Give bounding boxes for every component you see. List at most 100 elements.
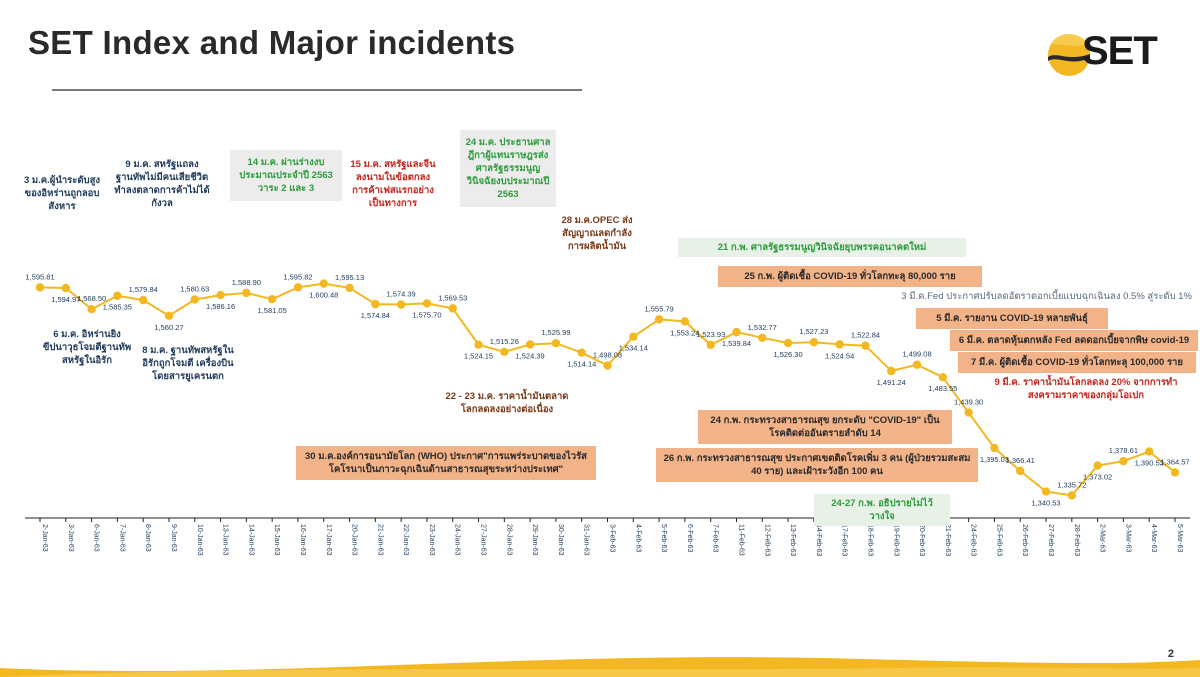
x-tick-label: 25-Feb-63 bbox=[995, 524, 1002, 556]
x-tick-label: 21-Jan-63 bbox=[376, 524, 383, 556]
data-label: 1,560.27 bbox=[154, 323, 183, 332]
data-point bbox=[448, 304, 457, 313]
title-divider bbox=[52, 89, 582, 91]
x-tick-label: 2-Jan-63 bbox=[41, 524, 48, 552]
data-point bbox=[964, 408, 973, 417]
data-point bbox=[1093, 461, 1102, 470]
data-label: 1,527.23 bbox=[799, 327, 828, 336]
data-point bbox=[1016, 466, 1025, 476]
data-point bbox=[345, 283, 354, 293]
data-point bbox=[680, 317, 690, 326]
x-tick-label: 3-Feb-63 bbox=[609, 524, 616, 553]
data-label: 1,595.13 bbox=[335, 273, 364, 282]
annotation-9-jan: 9 ม.ค. สหรัฐแถลงฐานทัพไม่มีคนเสียชีวิต ท… bbox=[114, 159, 210, 209]
annotation-22-jan: 22 - 23 ม.ค. ราคาน้ำมันตลาดโลกลดลงอย่างต… bbox=[445, 391, 569, 415]
x-tick-label: 20-Feb-63 bbox=[918, 524, 925, 556]
series-markers bbox=[35, 279, 1180, 500]
data-label: 1,553.24 bbox=[670, 328, 699, 337]
data-point bbox=[1170, 468, 1180, 477]
annotation-24-jan: 24 ม.ค. ประธานศาลฎีกาผู้แทนราษฎรส่งศาลรั… bbox=[460, 130, 556, 207]
data-label: 1,340.53 bbox=[1031, 499, 1060, 508]
annotation-6-mar: 6 มี.ค. ตลาดหุ้นตกหลัง Fed ลดดอกเบี้ยจาก… bbox=[950, 330, 1198, 351]
data-label: 1,491.24 bbox=[877, 378, 906, 387]
data-label: 1,366.41 bbox=[1006, 456, 1035, 465]
x-tick-label: 3-Jan-63 bbox=[67, 524, 74, 552]
data-point bbox=[396, 300, 406, 309]
data-point bbox=[861, 341, 870, 350]
annotation-15-jan: 15 ม.ค. สหรัฐและจีน ลงนามในข้อตกลงการค้า… bbox=[350, 159, 436, 209]
annotation-8-jan: 8 ม.ค. ฐานทัพสหรัฐในอิรักถูกโจมตี เครื่อ… bbox=[142, 345, 234, 382]
data-label: 1,594.97 bbox=[51, 295, 80, 304]
x-tick-label: 19-Feb-63 bbox=[892, 524, 899, 556]
data-label: 1,524.39 bbox=[516, 351, 545, 360]
page-number: 2 bbox=[1167, 648, 1174, 660]
annotation-25-feb: 25 ก.พ. ผู้ติดเชื้อ COVID-19 ทั่วโลกทะลุ… bbox=[718, 266, 982, 287]
data-label: 1,534.14 bbox=[619, 344, 648, 353]
data-point bbox=[835, 340, 844, 349]
annotation-24-feb: 24 ก.พ. กระทรวงสาธารณสุข ยกระดับ "COVID-… bbox=[698, 410, 952, 444]
x-tick-label: 18-Feb-63 bbox=[866, 524, 873, 556]
data-point bbox=[267, 294, 277, 304]
data-point bbox=[293, 283, 303, 292]
x-tick-label: 6-Feb-63 bbox=[686, 524, 693, 553]
x-tick-label: 17-Feb-63 bbox=[841, 524, 848, 556]
data-point bbox=[1145, 447, 1154, 456]
data-point bbox=[706, 340, 715, 350]
annotation-3-mar: 3 มี.ค.Fed ประกาศปรับลดอัตราดอกเบี้ยแบบฉ… bbox=[901, 291, 1192, 302]
data-label: 1,524.54 bbox=[825, 351, 854, 360]
annotation-7-mar: 7 มี.ค. ผู้ติดเชื้อ COVID-19 ทั่วโลกทะลุ… bbox=[958, 352, 1196, 373]
data-label: 1,498.08 bbox=[593, 351, 622, 360]
data-point bbox=[190, 295, 199, 304]
data-label: 1,539.84 bbox=[722, 339, 751, 348]
x-tick-label: 31-Jan-63 bbox=[583, 524, 590, 556]
data-point bbox=[758, 333, 767, 342]
data-label: 1,390.53 bbox=[1135, 459, 1164, 468]
data-label: 1,579.84 bbox=[129, 285, 158, 294]
data-label: 1,574.84 bbox=[361, 311, 390, 320]
data-label: 1,568.50 bbox=[77, 294, 106, 303]
data-label: 1,524.15 bbox=[464, 352, 493, 361]
x-tick-label: 14-Jan-63 bbox=[247, 524, 254, 556]
data-label: 1,523.93 bbox=[696, 330, 725, 339]
data-point bbox=[577, 348, 586, 357]
x-tick-label: 26-Feb-63 bbox=[1021, 524, 1028, 556]
x-tick-label: 14-Feb-63 bbox=[815, 524, 822, 556]
data-point bbox=[164, 311, 174, 320]
data-point bbox=[629, 332, 638, 341]
x-tick-labels: 2-Jan-63 3-Jan-63 6-Jan-63 7-Jan-63 8-Jan-63… bbox=[41, 524, 1183, 556]
x-tick-label: 7-Feb-63 bbox=[712, 524, 719, 553]
data-label: 1,335.72 bbox=[1057, 480, 1086, 489]
annotation-6-jan: 6 ม.ค. อิหร่านยิงขีปนาวุธโจมตีฐานทัพสหรั… bbox=[42, 329, 132, 366]
x-tick-label: 20-Jan-63 bbox=[351, 524, 358, 556]
data-label: 1,483.55 bbox=[928, 384, 957, 393]
footer-wave bbox=[0, 657, 1200, 677]
x-tick-label: 5-Feb-63 bbox=[660, 524, 667, 553]
annotation-26-feb: 26 ก.พ. กระทรวงสาธารณสุข ประกาศเขตติดโรค… bbox=[656, 448, 978, 482]
x-tick-label: 12-Feb-63 bbox=[763, 524, 770, 556]
data-label: 1,395.03 bbox=[980, 455, 1009, 464]
x-tick-label: 17-Jan-63 bbox=[325, 524, 332, 556]
data-point bbox=[1067, 491, 1077, 500]
data-point bbox=[1119, 456, 1128, 466]
data-label: 1,580.63 bbox=[180, 284, 209, 293]
data-label: 1,588.90 bbox=[232, 278, 261, 287]
data-point bbox=[525, 340, 535, 349]
x-tick-label: 27-Jan-63 bbox=[480, 524, 487, 556]
data-point bbox=[422, 299, 432, 308]
data-label: 1,522.84 bbox=[851, 331, 880, 340]
data-point bbox=[783, 338, 793, 348]
annotation-28-jan: 28 ม.ค.OPEC ส่งสัญญาณลดกำลังการผลิตน้ำมั… bbox=[561, 215, 633, 252]
data-point bbox=[938, 372, 948, 382]
x-tick-label: 28-Feb-63 bbox=[1073, 524, 1080, 556]
data-point bbox=[87, 305, 96, 314]
data-label: 1,569.53 bbox=[438, 293, 467, 302]
x-tick-label: 23-Jan-63 bbox=[428, 524, 435, 556]
x-tick-label: 2-Mar-63 bbox=[1099, 524, 1106, 553]
data-point bbox=[474, 340, 483, 349]
data-label: 1,373.02 bbox=[1083, 473, 1112, 482]
data-label: 1,364.57 bbox=[1160, 457, 1189, 466]
data-label: 1,526.30 bbox=[773, 350, 802, 359]
data-label: 1,439.30 bbox=[954, 398, 983, 407]
data-point bbox=[732, 327, 741, 337]
logo-text: SET bbox=[1082, 29, 1158, 73]
